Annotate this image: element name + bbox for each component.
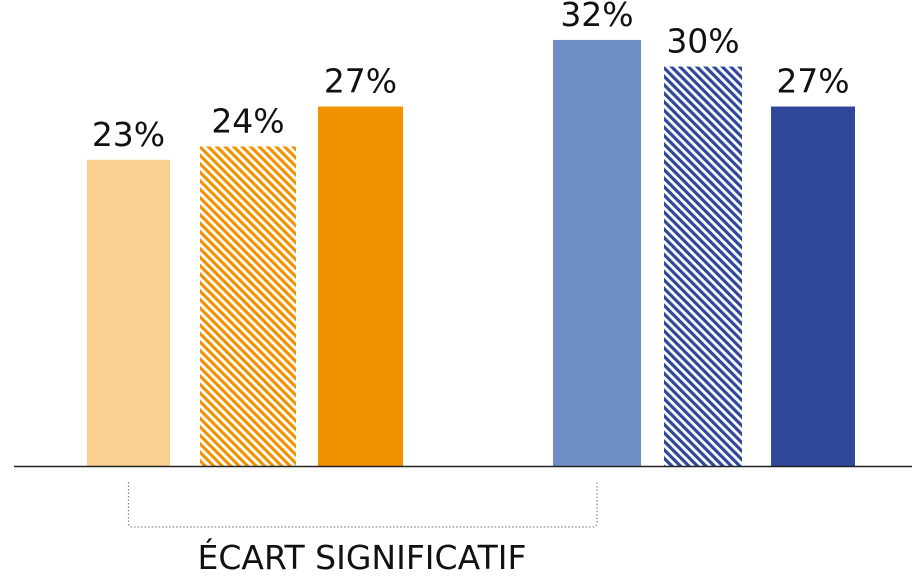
bar-6	[771, 106, 855, 466]
bar-2	[200, 146, 296, 466]
data-label-6: 27%	[776, 62, 849, 101]
data-label-5: 30%	[666, 22, 739, 61]
bars-group	[87, 39, 855, 467]
data-label-1: 23%	[92, 115, 165, 154]
data-label-2: 24%	[211, 101, 284, 140]
bar-3	[318, 106, 403, 466]
data-label-4: 32%	[560, 0, 633, 34]
bar-5	[664, 66, 742, 467]
data-labels-group: 23% 24% 27% 32% 30% 27%	[92, 0, 850, 154]
bar-4	[553, 39, 641, 466]
bar-1	[87, 159, 170, 466]
data-label-3: 27%	[324, 62, 397, 101]
significance-bracket	[127, 482, 598, 528]
significance-annotation: ÉCART SIGNIFICATIF	[198, 537, 527, 577]
